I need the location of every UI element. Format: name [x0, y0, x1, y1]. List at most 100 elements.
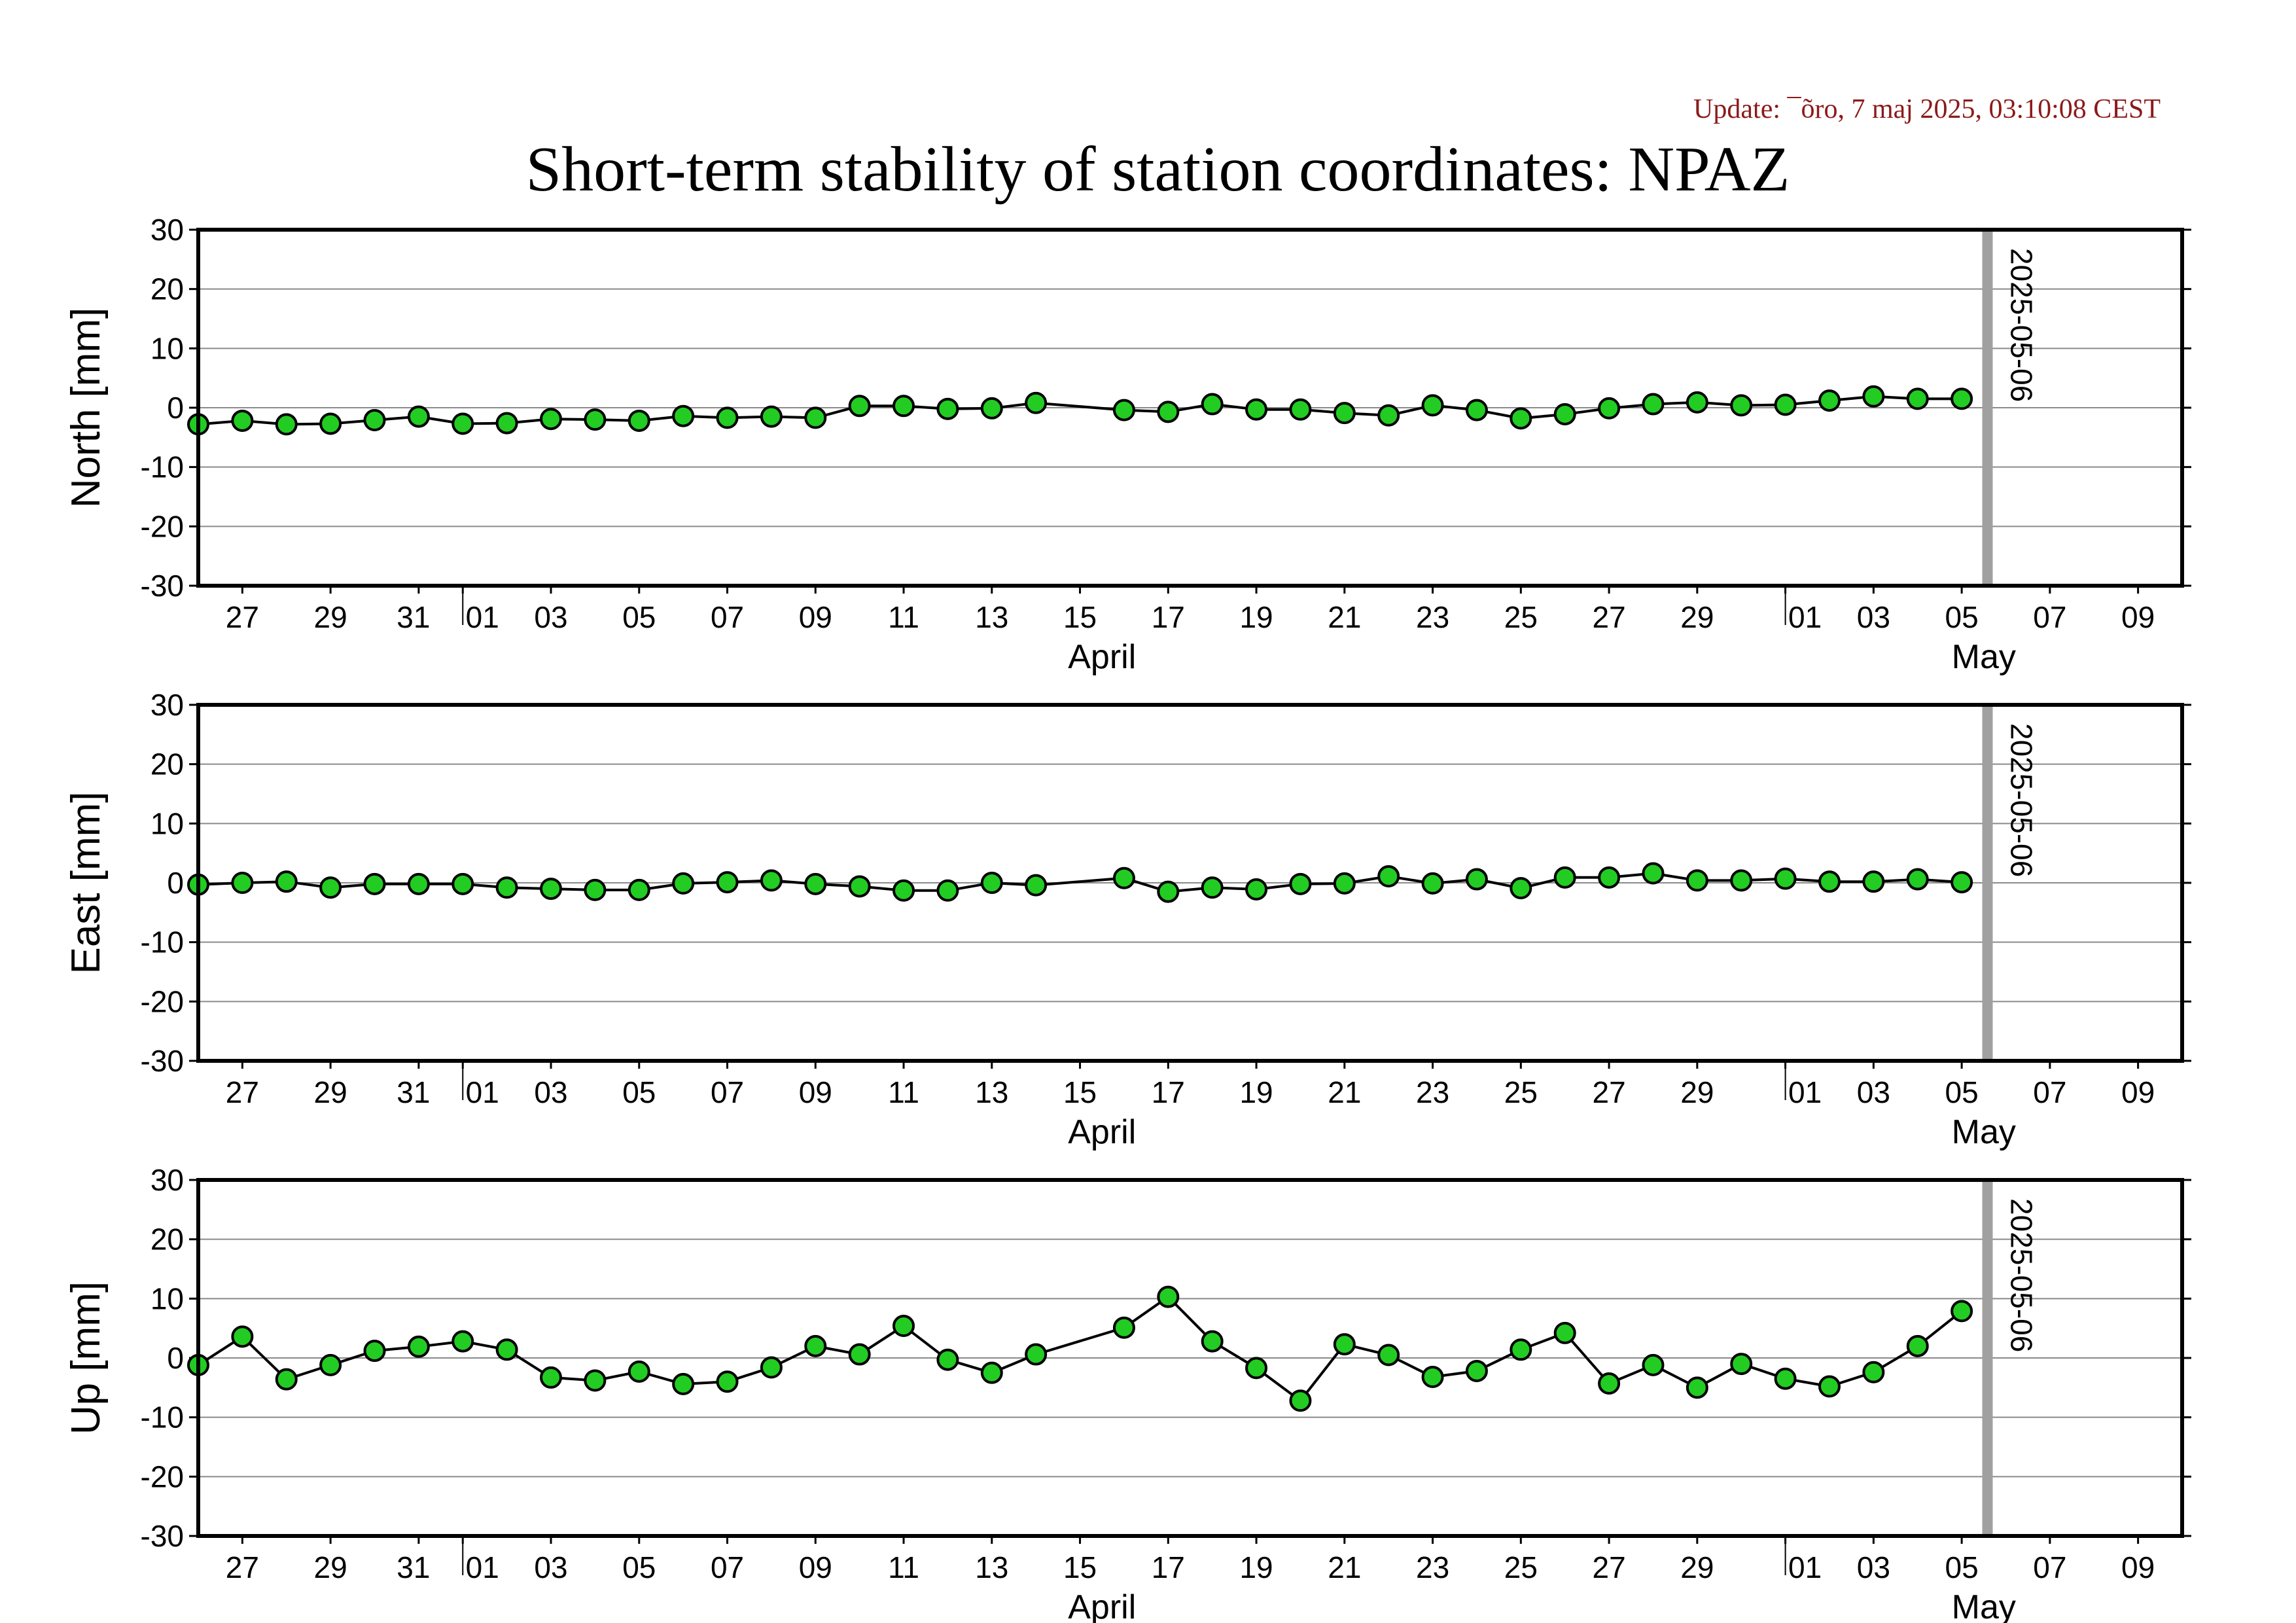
y-axis-label: North [mm]: [63, 308, 109, 508]
data-point: [848, 1343, 871, 1366]
data-point: [231, 1325, 254, 1348]
x-tick-label: 09: [2121, 600, 2155, 634]
data-point: [1377, 404, 1400, 427]
x-tick-label: 29: [1680, 1550, 1714, 1584]
x-tick-label: 07: [711, 1075, 744, 1109]
data-point: [1421, 1366, 1444, 1389]
data-point: [1333, 402, 1356, 425]
data-point: [407, 1335, 430, 1358]
x-tick-label: 15: [1063, 1075, 1097, 1109]
x-tick-label: 03: [534, 600, 567, 634]
x-tick-label: 07: [2033, 1075, 2066, 1109]
x-tick-label: 07: [2033, 1550, 2066, 1584]
series-line-east: [198, 872, 1962, 893]
x-tick-label: 03: [1857, 1550, 1890, 1584]
data-point: [1774, 867, 1797, 890]
y-tick-label: -20: [141, 1459, 184, 1493]
x-tick-label: 05: [622, 1550, 656, 1584]
data-point: [1686, 391, 1708, 414]
panel-north: 30 20 10 0 -10 -20 -30 North [mm] 27 29 31 01 03 05 07…: [63, 213, 2191, 676]
y-tick-label: -10: [141, 450, 184, 484]
data-point: [1510, 877, 1532, 900]
data-point: [760, 405, 783, 428]
x-tick-label: 27: [1593, 1550, 1626, 1584]
x-tick-label: 29: [314, 1075, 347, 1109]
month-label: May: [1952, 1113, 2016, 1151]
data-point: [1333, 1333, 1356, 1356]
data-point: [1642, 393, 1665, 416]
x-tick-label: 09: [799, 1550, 832, 1584]
x-tick-label: 31: [397, 1075, 430, 1109]
data-point: [936, 879, 959, 902]
data-point: [1774, 393, 1797, 416]
data-point: [892, 879, 915, 902]
data-point: [275, 1368, 298, 1391]
x-tick-label: 17: [1152, 600, 1185, 634]
data-point: [319, 876, 342, 899]
data-point: [1421, 394, 1444, 417]
data-point: [1598, 866, 1621, 889]
y-tick-label: 20: [150, 747, 184, 781]
x-tick-label: 05: [1945, 600, 1979, 634]
x-tick-label: 25: [1504, 600, 1538, 634]
x-tick-label: 01: [466, 1550, 499, 1584]
data-point: [540, 408, 563, 431]
x-tick-label: 21: [1328, 600, 1361, 634]
data-point: [407, 872, 430, 895]
data-point: [1818, 1375, 1841, 1398]
data-point: [1906, 1334, 1929, 1357]
x-tick-label: 09: [2121, 1550, 2155, 1584]
data-point: [275, 413, 298, 436]
date-marker-label: 2025-05-06: [2004, 248, 2038, 402]
data-point: [451, 412, 474, 435]
x-tick-label: 05: [622, 600, 656, 634]
data-point: [1862, 870, 1885, 893]
x-tick-label: 27: [1593, 1075, 1626, 1109]
x-tick-label: 15: [1063, 600, 1097, 634]
data-point: [760, 869, 783, 892]
data-point: [1862, 1361, 1885, 1383]
y-tick-label: 0: [167, 866, 184, 900]
data-point: [804, 406, 827, 429]
data-point: [1112, 1316, 1135, 1339]
data-point: [804, 872, 827, 895]
data-point: [892, 1315, 915, 1338]
x-tick-label: 29: [314, 600, 347, 634]
data-point: [584, 1369, 607, 1392]
date-marker-label: 2025-05-06: [2004, 1198, 2038, 1352]
y-tick-label: -20: [141, 984, 184, 1018]
x-tick-label: 27: [226, 1075, 259, 1109]
x-tick-label: 09: [799, 1075, 832, 1109]
x-tick-label: 03: [534, 1550, 567, 1584]
data-point: [1642, 862, 1665, 885]
y-tick-label: -10: [141, 925, 184, 959]
x-tick-label: 03: [1857, 600, 1890, 634]
data-point: [804, 1334, 827, 1357]
y-tick-label: 30: [150, 213, 184, 247]
data-point: [980, 1361, 1003, 1384]
plot-frame: [196, 1178, 2184, 1538]
x-tick-label: 25: [1504, 1550, 1538, 1584]
data-point: [495, 876, 518, 899]
data-point: [1818, 389, 1841, 412]
x-tick-label: 27: [226, 600, 259, 634]
y-tick-label: 0: [167, 391, 184, 425]
data-point: [760, 1356, 783, 1379]
data-point: [1598, 397, 1621, 419]
month-label: April: [1068, 1113, 1136, 1151]
data-point: [1951, 1300, 1973, 1323]
data-point: [1025, 1343, 1048, 1366]
x-tick-label: 17: [1152, 1075, 1185, 1109]
data-point: [1730, 869, 1753, 892]
data-point: [1289, 872, 1312, 895]
data-point: [363, 409, 386, 432]
x-tick-label: 13: [975, 1550, 1008, 1584]
data-point: [319, 412, 342, 435]
x-tick-label: 29: [314, 1550, 347, 1584]
data-point: [1377, 865, 1400, 888]
data-point: [1465, 1359, 1488, 1382]
data-point: [980, 872, 1003, 894]
y-tick-label: -10: [141, 1400, 184, 1435]
x-tick-label: 19: [1239, 1075, 1273, 1109]
y-tick-label: 10: [150, 1281, 184, 1315]
